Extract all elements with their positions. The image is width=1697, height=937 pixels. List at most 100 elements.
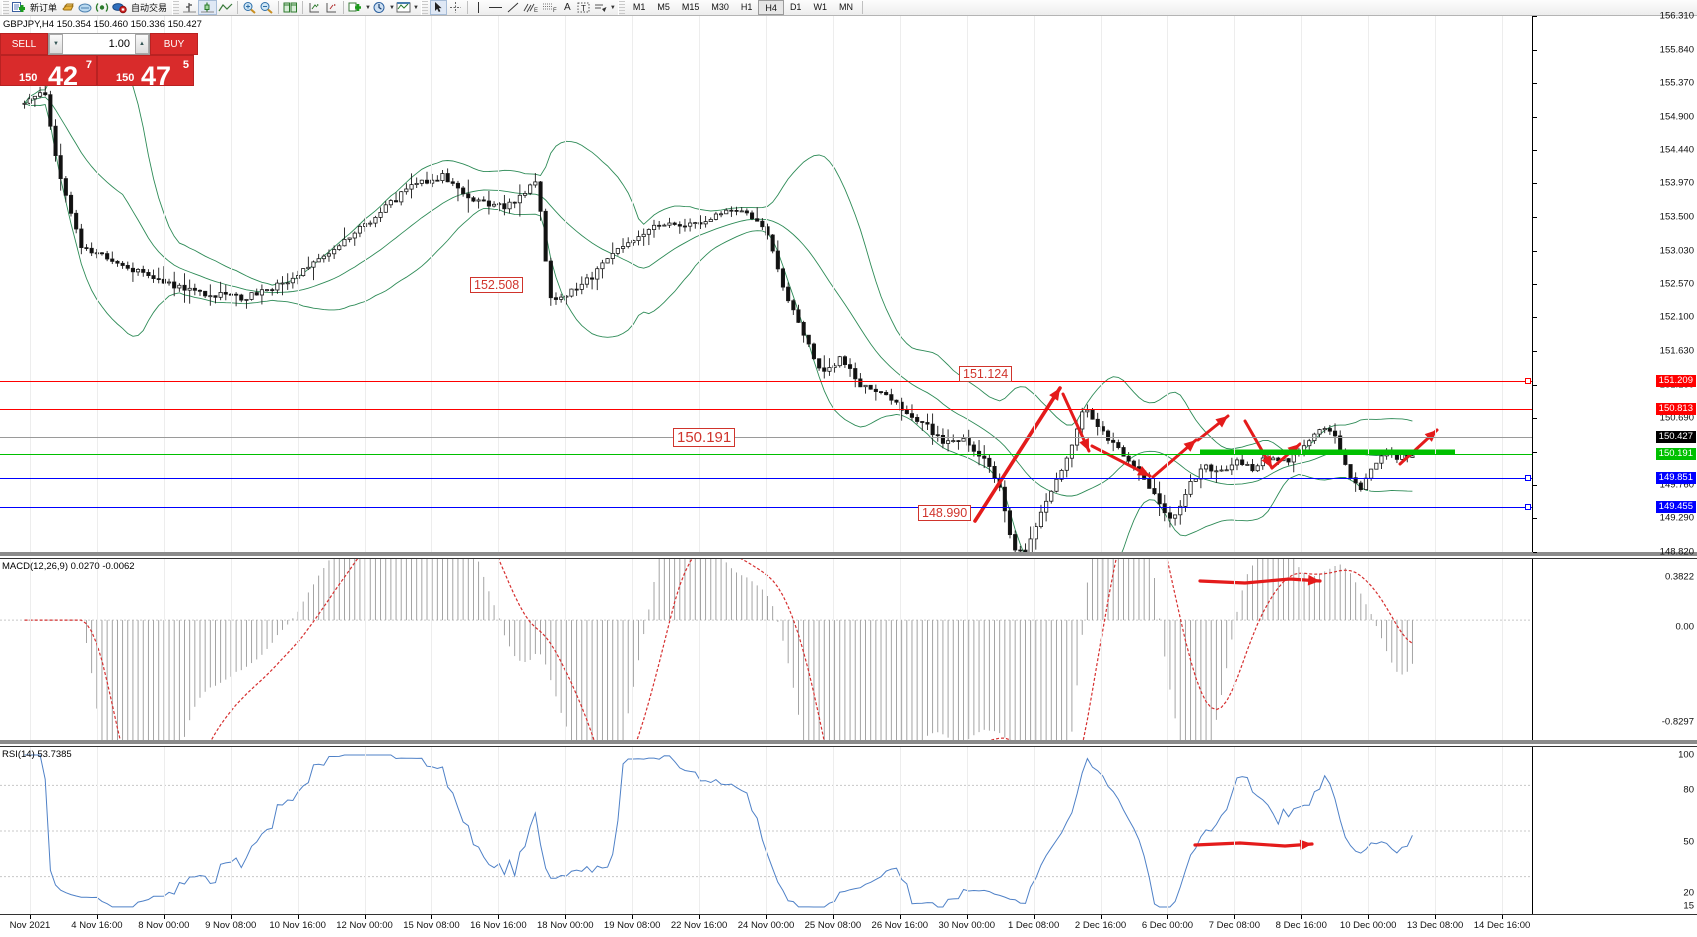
autotrading-label[interactable]: 自动交易 xyxy=(131,3,168,13)
macd-pane[interactable]: MACD(12,26,9) 0.0270 -0.0062 0.3822 0.00… xyxy=(0,558,1697,740)
cursor-icon[interactable] xyxy=(429,0,447,15)
grid-line xyxy=(431,16,433,554)
rsi-pane[interactable]: RSI(14) 53.7385 100 80 50 20 15 xyxy=(0,746,1697,914)
horizontal-line-icon[interactable] xyxy=(486,0,505,15)
annotation-152508[interactable]: 152.508 xyxy=(470,277,524,293)
toolbar-grip[interactable] xyxy=(2,0,9,15)
order-line-2-label[interactable]: 149.455 xyxy=(1655,500,1696,513)
annotation-150191[interactable]: 150.191 xyxy=(673,428,736,447)
chevron-down-icon-3[interactable]: ▼ xyxy=(412,4,419,11)
new-order-icon[interactable] xyxy=(11,0,27,15)
chevron-down-icon[interactable]: ▼ xyxy=(365,4,371,11)
support-1-label[interactable]: 150.191 xyxy=(1655,447,1696,460)
signal-icon[interactable] xyxy=(94,0,111,15)
svg-text:F: F xyxy=(553,8,557,14)
grid-line xyxy=(632,16,634,554)
grid-line xyxy=(1502,559,1503,740)
toolbar-grip-3[interactable] xyxy=(420,0,428,15)
sell-price-pipette: 7 xyxy=(85,59,92,71)
order-line-2-handle[interactable] xyxy=(1525,503,1531,510)
one-click-trading-panel[interactable]: SELL ▼ 1.00 ▲ BUY 150 42 7 150 47 5 xyxy=(0,33,198,90)
text-label-icon[interactable]: A xyxy=(564,2,571,13)
templates-icon[interactable] xyxy=(395,0,412,15)
price-chart-pane[interactable] xyxy=(0,16,1697,554)
order-line-1-line[interactable] xyxy=(0,478,1532,480)
volume-increase-button[interactable]: ▲ xyxy=(135,34,149,54)
terminal-icon[interactable] xyxy=(323,0,340,15)
grid-line xyxy=(1502,16,1503,554)
grid-line xyxy=(96,559,98,740)
text-icon[interactable]: T xyxy=(575,0,592,15)
order-line-1-handle[interactable] xyxy=(1525,475,1531,482)
time-tick xyxy=(230,915,232,919)
resistance-1-line[interactable] xyxy=(0,381,1532,383)
sell-button[interactable]: SELL xyxy=(0,33,48,55)
zoom-out-icon[interactable] xyxy=(258,0,275,15)
price-tick-label: 152.100 xyxy=(1659,311,1694,323)
period-m5[interactable]: M5 xyxy=(657,2,670,12)
data-window-icon[interactable] xyxy=(306,0,323,15)
resistance-2-label[interactable]: 150.813 xyxy=(1655,403,1696,416)
period-m1[interactable]: M1 xyxy=(632,2,646,12)
time-tick xyxy=(498,915,500,919)
time-axis[interactable]: Nov 2021 4 Nov 16:00 8 Nov 00:00 9 Nov 08:0… xyxy=(0,914,1697,937)
zoom-in-icon[interactable] xyxy=(241,0,258,15)
candlestick-icon[interactable] xyxy=(198,0,218,15)
time-tick xyxy=(632,915,634,919)
sell-price-display[interactable]: 150 42 7 xyxy=(0,55,97,90)
toolbar-grip-4[interactable] xyxy=(617,0,625,15)
annotation-151124[interactable]: 151.124 xyxy=(959,366,1013,382)
chevron-down-icon-4[interactable]: ▼ xyxy=(609,4,616,11)
period-w1[interactable]: W1 xyxy=(813,2,827,12)
trendline-icon[interactable] xyxy=(505,0,522,15)
objects-list-icon[interactable] xyxy=(592,0,609,15)
time-tick-label: 2 Dec 16:00 xyxy=(1074,920,1127,931)
line-chart-icon[interactable] xyxy=(217,0,234,15)
pane-separator-1[interactable] xyxy=(0,552,1697,556)
new-order-label[interactable]: 新订单 xyxy=(30,3,58,13)
order-line-2-line[interactable] xyxy=(0,506,1532,508)
period-d1[interactable]: D1 xyxy=(789,2,802,12)
chevron-down-icon-2[interactable]: ▼ xyxy=(388,4,395,11)
resistance-1-label[interactable]: 151.209 xyxy=(1655,375,1696,388)
buy-price-display[interactable]: 150 47 5 xyxy=(97,55,194,90)
volume-value[interactable]: 1.00 xyxy=(108,38,130,50)
toolbar-grip-2[interactable] xyxy=(172,0,180,15)
price-tick-label: 153.970 xyxy=(1659,177,1694,189)
order-line-1-label[interactable]: 149.851 xyxy=(1655,472,1696,485)
period-m15[interactable]: M15 xyxy=(681,2,700,12)
equidistant-channel-icon[interactable]: E xyxy=(522,0,541,15)
fibonacci-icon[interactable]: F xyxy=(541,0,560,15)
gold-bar-icon[interactable] xyxy=(60,0,77,15)
bid-price-label[interactable]: 150.427 xyxy=(1655,430,1696,443)
time-tick-label: 22 Nov 16:00 xyxy=(670,920,728,931)
autotrading-icon[interactable] xyxy=(111,0,128,15)
macd-ytick-max: 0.3822 xyxy=(1664,571,1694,583)
tile-windows-icon[interactable] xyxy=(282,0,299,15)
add-indicator-icon[interactable] xyxy=(347,0,364,15)
bid-price-line[interactable] xyxy=(0,436,1532,438)
period-h1[interactable]: H1 xyxy=(740,2,753,12)
bar-chart-icon[interactable] xyxy=(181,0,198,15)
time-tick xyxy=(96,915,98,919)
buy-button[interactable]: BUY xyxy=(150,33,198,55)
cloud-icon[interactable] xyxy=(77,0,94,15)
pane-separator-2[interactable] xyxy=(0,740,1697,744)
annotation-148990[interactable]: 148.990 xyxy=(918,505,972,521)
macd-ytick-min: -0.8297 xyxy=(1661,716,1694,728)
resistance-2-line[interactable] xyxy=(0,409,1532,411)
price-tick xyxy=(1533,317,1537,319)
grid-line xyxy=(766,559,767,740)
volume-stepper[interactable]: ▼ 1.00 ▲ xyxy=(48,33,150,55)
period-h4[interactable]: H4 xyxy=(758,0,784,15)
period-mn[interactable]: MN xyxy=(838,2,853,12)
volume-decrease-button[interactable]: ▼ xyxy=(49,34,63,54)
vertical-line-icon[interactable] xyxy=(471,0,486,15)
period-icon[interactable] xyxy=(371,0,388,15)
period-m30[interactable]: M30 xyxy=(711,2,729,12)
resistance-1-handle[interactable] xyxy=(1525,378,1531,385)
time-tick-label: 19 Nov 08:00 xyxy=(603,920,661,931)
crosshair-icon[interactable] xyxy=(447,0,464,15)
support-1-line[interactable] xyxy=(0,453,1532,455)
